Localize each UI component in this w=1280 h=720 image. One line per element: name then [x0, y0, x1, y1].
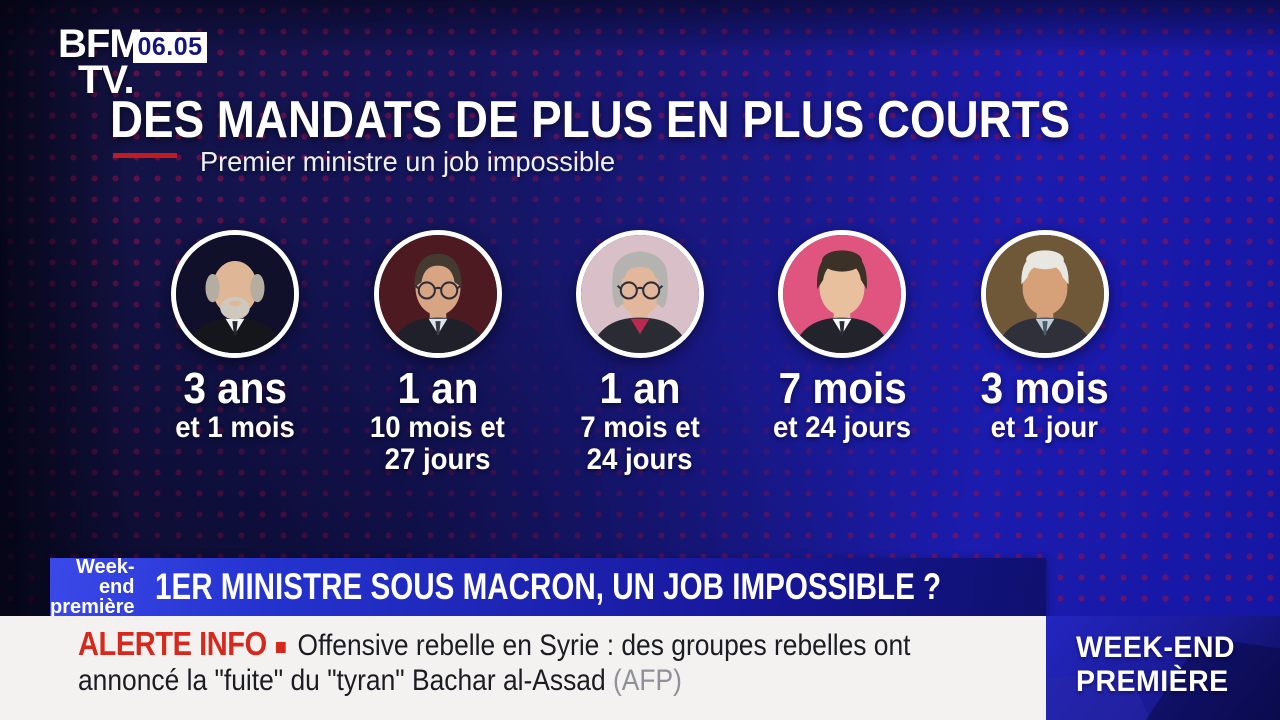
duration-primary: 7 mois: [778, 364, 907, 413]
minister-card: 3 ans et 1 mois: [134, 230, 336, 476]
news-ticker: ALERTE INFO Offensive rebelle en Syrie : …: [0, 616, 1046, 720]
program-box-title: WEEK-END PREMIÈRE: [1076, 631, 1235, 699]
minister-card: 1 an 7 mois et 24 jours: [539, 230, 741, 476]
minister-portrait: [373, 230, 502, 358]
banner-headline: 1ER MINISTRE SOUS MACRON, UN JOB IMPOSSI…: [154, 566, 941, 607]
minister-portrait: [778, 230, 907, 358]
minister-card: 1 an 10 mois et 27 jours: [336, 230, 538, 476]
title-underline: [113, 153, 177, 158]
program-box-line1: WEEK-END: [1076, 631, 1235, 664]
minister-card: 7 mois et 24 jours: [741, 230, 943, 476]
duration-primary: 3 ans: [183, 364, 287, 413]
duration-primary: 3 mois: [980, 364, 1109, 413]
ticker-line2: annoncé la "fuite" du "tyran" Bachar al-…: [78, 663, 930, 698]
minister-portrait: [171, 230, 300, 358]
bfmtv-logo-line1: BFM: [58, 22, 143, 66]
program-label-line1: Week-end: [75, 556, 135, 598]
duration-secondary: et 1 jour: [991, 411, 1099, 444]
duration-secondary: 24 jours: [587, 443, 693, 476]
ticker-line1: ALERTE INFO Offensive rebelle en Syrie : …: [78, 626, 930, 663]
alert-bullet-icon: [275, 642, 286, 653]
main-title: DES MANDATS DE PLUS EN PLUS COURTS: [110, 91, 1071, 149]
duration-secondary: 27 jours: [384, 443, 491, 476]
ticker-text-line1: Offensive rebelle en Syrie : des groupes…: [297, 629, 911, 662]
program-box: WEEK-END PREMIÈRE: [1046, 616, 1280, 720]
duration-secondary: 7 mois et: [580, 411, 700, 444]
program-box-line2: PREMIÈRE: [1076, 665, 1229, 698]
ticker-text-line2: annoncé la "fuite" du "tyran" Bachar al-…: [78, 664, 606, 697]
duration-primary: 1 an: [397, 364, 479, 413]
duration-secondary: 10 mois et: [370, 411, 506, 444]
bfmtv-logo-line2: TV.: [78, 58, 135, 102]
duration-secondary: et 1 mois: [175, 411, 296, 444]
bfmtv-logo: BFM TV.: [58, 22, 143, 102]
duration-primary: 1 an: [599, 364, 681, 413]
subtitle: Premier ministre un job impossible: [200, 146, 616, 177]
ticker-source: (AFP): [612, 664, 682, 697]
minister-portrait: [575, 230, 704, 358]
duration-secondary: et 24 jours: [773, 411, 912, 444]
lower-third-banner: Week-end première 1ER MINISTRE SOUS MACR…: [50, 557, 1046, 617]
minister-portrait: [980, 230, 1109, 358]
clock-badge: 06.05: [133, 32, 207, 63]
ministers-row: 3 ans et 1 mois 1 an 10 mois et 27 jours 1 an…: [134, 230, 1146, 476]
minister-card: 3 mois et 1 jour: [944, 230, 1146, 476]
alert-label: ALERTE INFO: [78, 625, 267, 662]
program-label: Week-end première: [50, 557, 142, 617]
program-label-line2: première: [50, 596, 135, 618]
